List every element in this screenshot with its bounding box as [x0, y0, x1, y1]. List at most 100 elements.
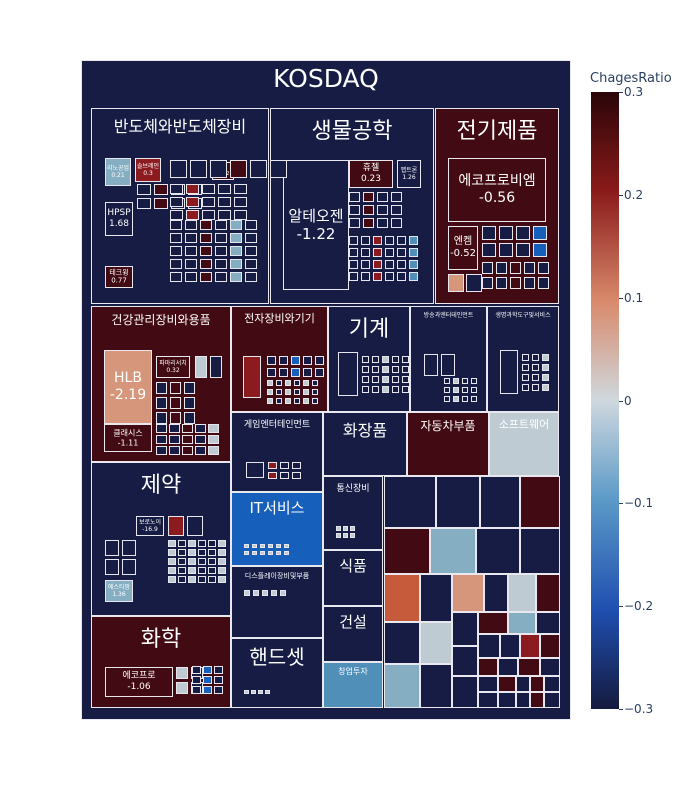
stock-tile[interactable]: 휴젤 0.23	[349, 160, 393, 188]
small-stock-tile[interactable]	[392, 366, 399, 373]
small-stock-tile[interactable]	[363, 192, 374, 202]
small-stock-tile[interactable]	[294, 398, 300, 404]
small-stock-tile[interactable]	[260, 551, 265, 555]
small-stock-tile[interactable]	[190, 160, 207, 178]
small-stock-tile[interactable]	[156, 435, 167, 444]
small-stock-tile[interactable]	[168, 540, 176, 547]
small-sector-tile[interactable]	[520, 634, 540, 658]
small-stock-tile[interactable]	[372, 356, 379, 363]
small-stock-tile[interactable]	[362, 386, 369, 393]
small-stock-tile[interactable]	[156, 424, 167, 433]
small-stock-tile[interactable]	[377, 192, 388, 202]
stock-tile[interactable]: HPSP 1.68	[105, 202, 133, 236]
small-stock-tile[interactable]	[522, 354, 529, 361]
small-stock-tile[interactable]	[303, 368, 312, 377]
sector-tile[interactable]: 소프트웨어	[489, 412, 559, 476]
small-stock-tile[interactable]	[182, 424, 193, 433]
small-stock-tile[interactable]	[168, 567, 176, 574]
small-stock-tile[interactable]	[198, 576, 206, 583]
small-stock-tile[interactable]	[187, 516, 203, 536]
small-stock-tile[interactable]	[200, 233, 212, 243]
small-stock-tile[interactable]	[336, 526, 341, 531]
small-stock-tile[interactable]	[195, 446, 206, 455]
sector-tile[interactable]: 자동차부품	[407, 412, 489, 476]
small-stock-tile[interactable]	[448, 274, 464, 292]
small-stock-tile[interactable]	[122, 540, 136, 556]
small-stock-tile[interactable]	[188, 540, 196, 547]
small-stock-tile[interactable]	[349, 236, 358, 245]
small-stock-tile[interactable]	[208, 549, 216, 556]
small-stock-tile[interactable]	[397, 236, 406, 245]
small-stock-tile[interactable]	[361, 272, 370, 281]
small-stock-tile[interactable]	[482, 226, 496, 240]
small-sector-tile[interactable]	[540, 634, 560, 658]
small-stock-tile[interactable]	[230, 233, 242, 243]
small-stock-tile[interactable]	[234, 210, 247, 220]
small-stock-tile[interactable]	[184, 397, 195, 409]
small-stock-tile[interactable]	[258, 690, 263, 694]
small-stock-tile[interactable]	[168, 558, 176, 565]
small-stock-tile[interactable]	[203, 676, 212, 684]
small-stock-tile[interactable]	[267, 389, 273, 395]
small-stock-tile[interactable]	[170, 210, 183, 220]
small-stock-tile[interactable]	[382, 376, 389, 383]
small-stock-tile[interactable]	[251, 690, 256, 694]
stock-tile[interactable]: 에코프로 -1.06	[105, 667, 173, 697]
small-stock-tile[interactable]	[218, 576, 226, 583]
small-stock-tile[interactable]	[482, 262, 493, 274]
small-stock-tile[interactable]	[208, 576, 216, 583]
small-stock-tile[interactable]	[524, 262, 535, 274]
small-stock-tile[interactable]	[397, 260, 406, 269]
small-stock-tile[interactable]	[361, 260, 370, 269]
small-stock-tile[interactable]	[349, 192, 360, 202]
small-stock-tile[interactable]	[182, 446, 193, 455]
small-sector-tile[interactable]	[520, 476, 560, 528]
small-stock-tile[interactable]	[178, 567, 186, 574]
small-sector-tile[interactable]	[476, 528, 520, 574]
small-stock-tile[interactable]	[363, 218, 374, 228]
small-stock-tile[interactable]	[280, 472, 289, 479]
small-stock-tile[interactable]	[185, 233, 197, 243]
small-stock-tile[interactable]	[362, 356, 369, 363]
small-stock-tile[interactable]	[397, 248, 406, 257]
small-sector-tile[interactable]	[478, 634, 500, 658]
small-stock-tile[interactable]	[373, 248, 382, 257]
small-stock-tile[interactable]	[250, 160, 267, 178]
small-stock-tile[interactable]	[156, 382, 167, 394]
small-stock-tile[interactable]	[192, 666, 201, 674]
small-stock-tile[interactable]	[252, 544, 257, 548]
small-sector-tile[interactable]	[520, 528, 560, 574]
small-sector-tile[interactable]	[420, 664, 452, 708]
small-stock-tile[interactable]	[122, 559, 136, 575]
small-stock-tile[interactable]	[202, 184, 215, 194]
small-stock-tile[interactable]	[538, 277, 549, 289]
small-stock-tile[interactable]	[185, 272, 197, 282]
small-stock-tile[interactable]	[392, 376, 399, 383]
small-stock-tile[interactable]	[276, 551, 281, 555]
small-stock-tile[interactable]	[156, 397, 167, 409]
small-stock-tile[interactable]	[397, 272, 406, 281]
small-stock-tile[interactable]	[303, 380, 309, 386]
small-stock-tile[interactable]	[271, 590, 277, 596]
small-stock-tile[interactable]	[214, 686, 223, 694]
small-stock-tile[interactable]	[453, 396, 459, 402]
small-stock-tile[interactable]	[168, 576, 176, 583]
small-stock-tile[interactable]	[208, 558, 216, 565]
small-sector-tile[interactable]	[384, 574, 420, 622]
small-stock-tile[interactable]	[336, 533, 341, 538]
small-stock-tile[interactable]	[522, 384, 529, 391]
small-stock-tile[interactable]	[182, 435, 193, 444]
small-sector-tile[interactable]	[544, 692, 560, 708]
small-stock-tile[interactable]	[362, 366, 369, 373]
stock-tile[interactable]: 보로노이 -16.9	[136, 516, 164, 536]
small-stock-tile[interactable]	[230, 160, 247, 178]
small-stock-tile[interactable]	[312, 389, 318, 395]
small-stock-tile[interactable]	[385, 248, 394, 257]
small-stock-tile[interactable]	[315, 356, 324, 365]
small-stock-tile[interactable]	[230, 220, 242, 230]
small-stock-tile[interactable]	[285, 380, 291, 386]
small-stock-tile[interactable]	[137, 184, 151, 195]
small-stock-tile[interactable]	[154, 198, 168, 209]
small-stock-tile[interactable]	[268, 544, 273, 548]
small-sector-tile[interactable]	[384, 664, 420, 708]
